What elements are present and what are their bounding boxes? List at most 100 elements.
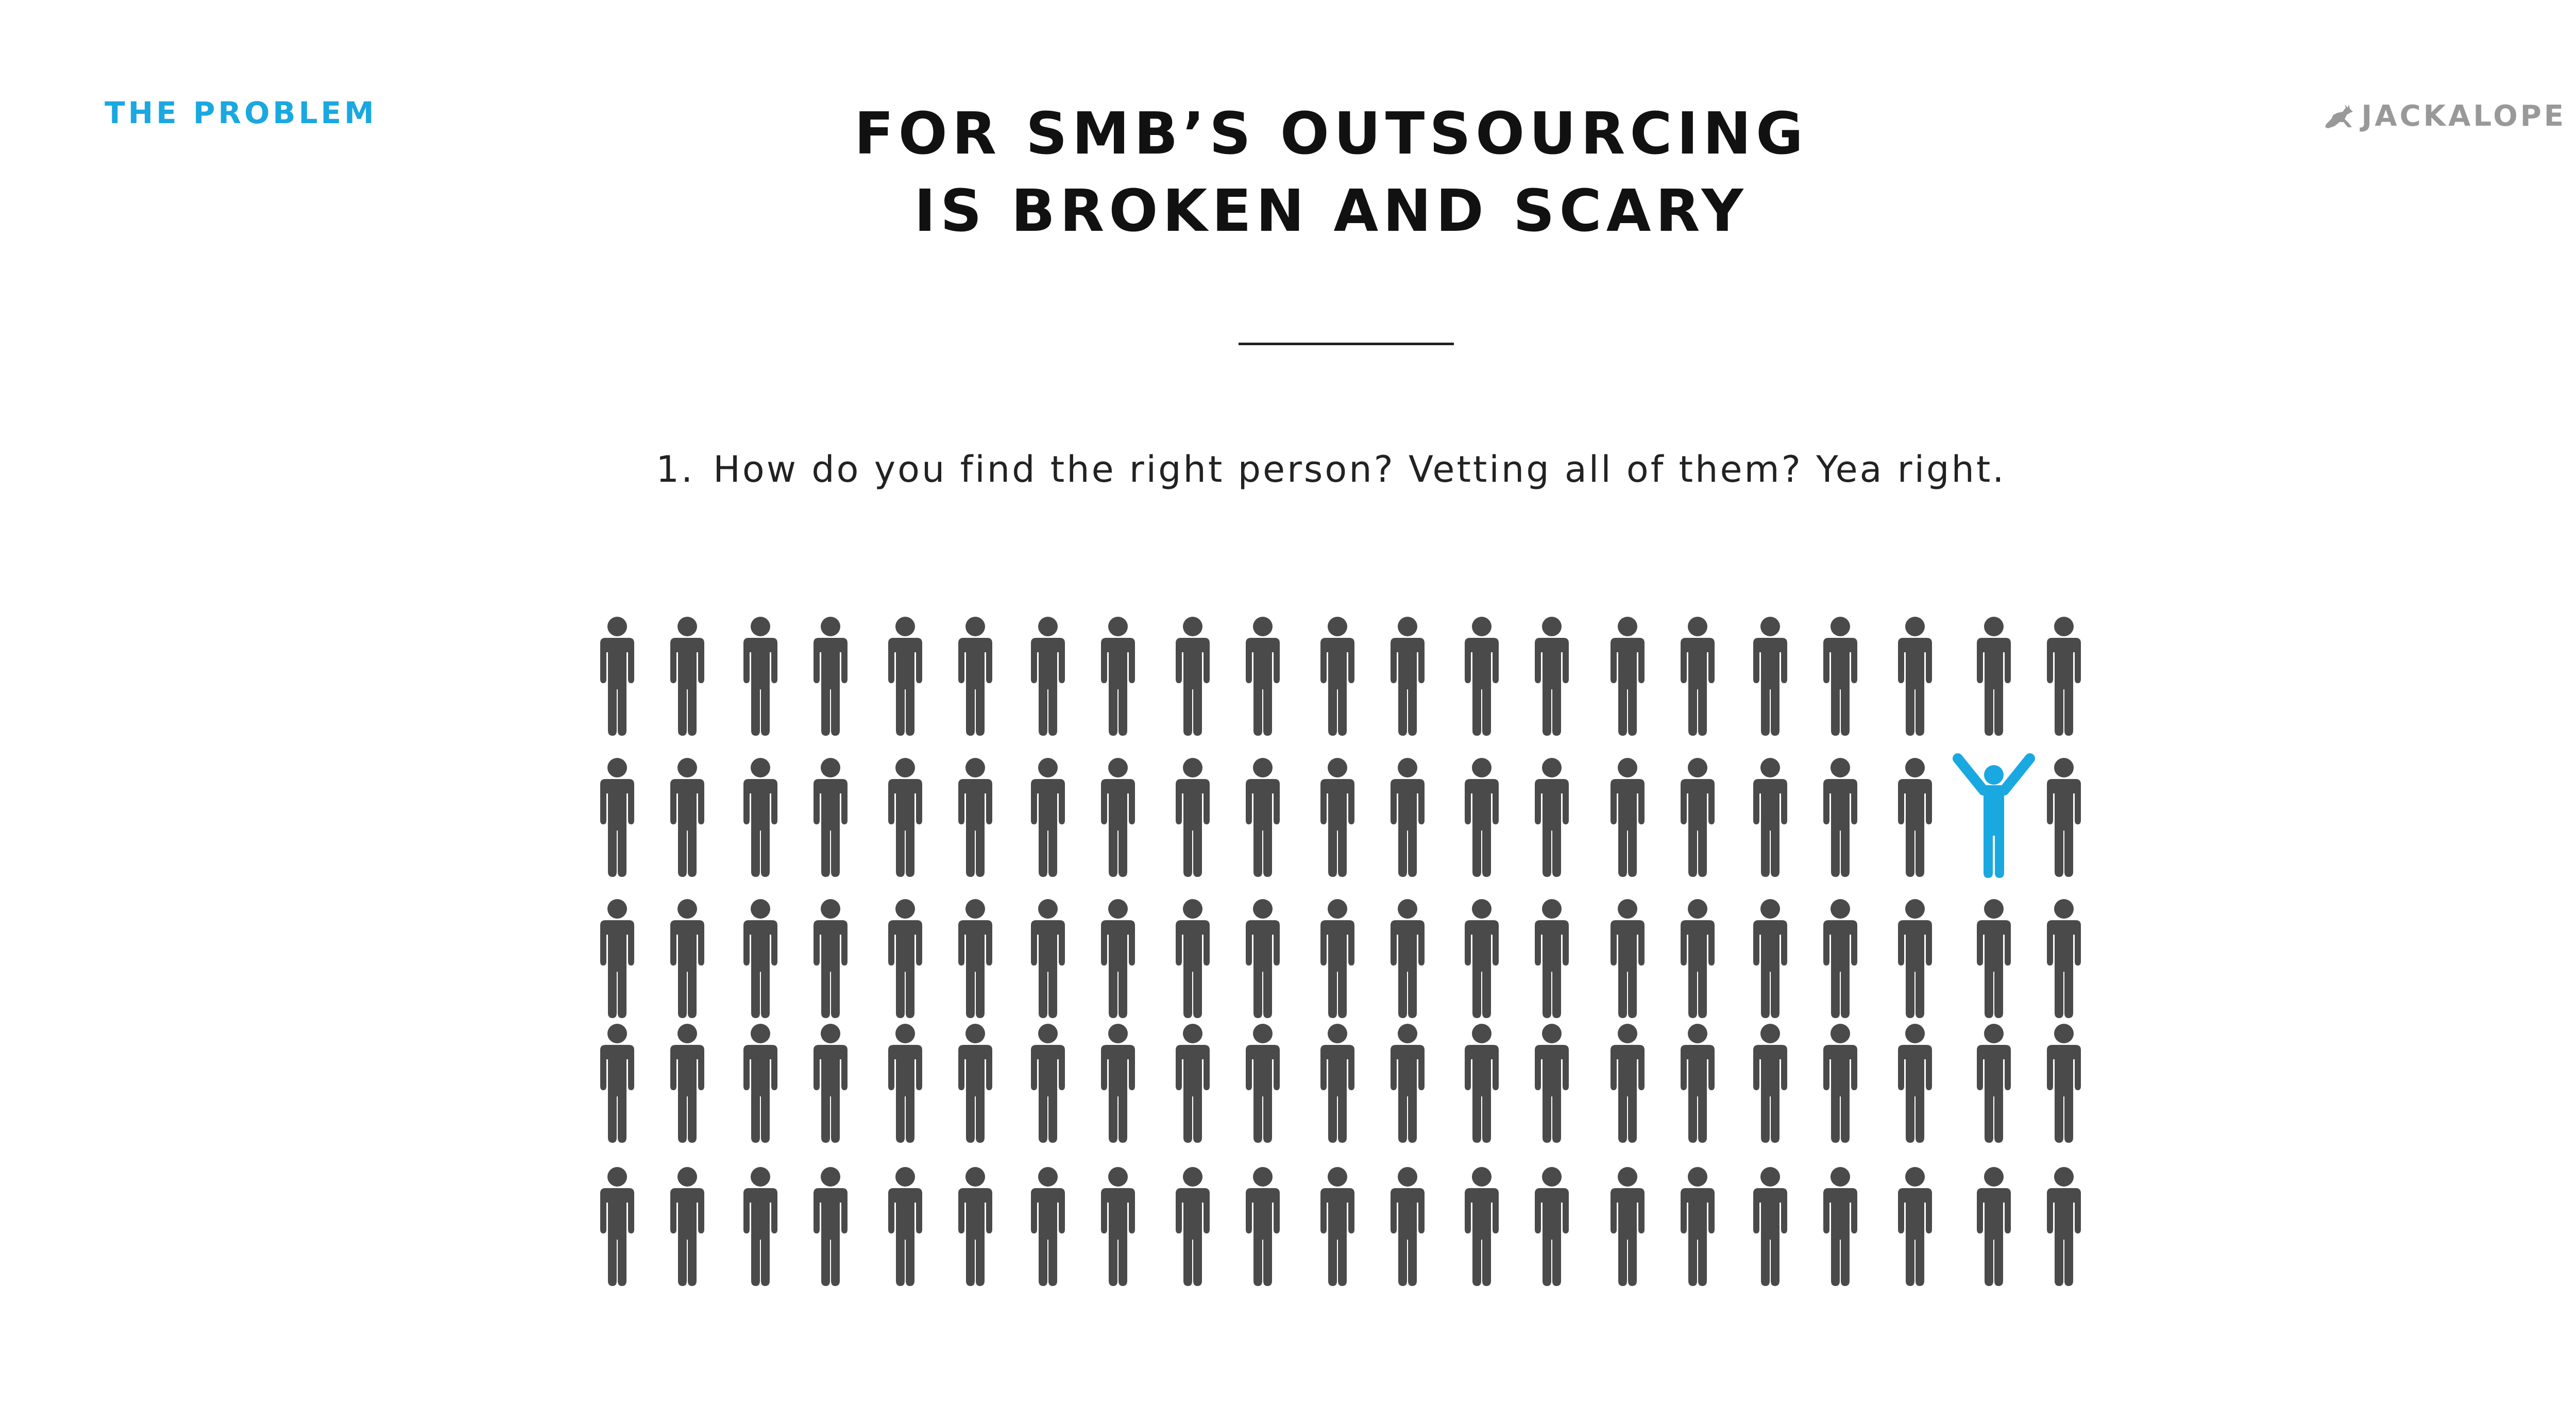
slide-title-line-1: FOR SMB’S OUTSOURCING: [854, 100, 1808, 167]
person-icon: [1823, 1024, 1857, 1143]
person-icon: [600, 1024, 634, 1143]
person-icon: [1753, 1167, 1787, 1286]
person-icon: [1465, 617, 1499, 736]
title-divider: [1239, 343, 1454, 345]
person-icon: [1681, 899, 1715, 1018]
person-icon: [1823, 758, 1857, 877]
person-icon: [2047, 899, 2081, 1018]
person-icon: [1898, 758, 1932, 877]
person-icon: [2047, 1167, 2081, 1286]
person-icon: [1391, 617, 1425, 736]
person-icon: [743, 899, 777, 1018]
person-icon: [1977, 1024, 2011, 1143]
person-icon: [1320, 617, 1354, 736]
person-icon: [1320, 1024, 1354, 1143]
person-icon: [1465, 758, 1499, 877]
brand-name: JACKALOPE: [2361, 99, 2566, 133]
person-icon: [670, 758, 704, 877]
person-icon: [1977, 617, 2011, 736]
person-icon: [670, 1024, 704, 1143]
person-icon: [1391, 899, 1425, 1018]
person-icon: [1898, 899, 1932, 1018]
person-icon: [1101, 758, 1135, 877]
person-icon: [1977, 1167, 2011, 1286]
jackalope-logo-icon: [2325, 105, 2353, 128]
person-icon: [888, 758, 922, 877]
person-icon: [1898, 617, 1932, 736]
person-icon: [1823, 1167, 1857, 1286]
person-icon: [958, 899, 992, 1018]
person-icon: [670, 617, 704, 736]
person-icon: [1246, 1024, 1280, 1143]
person-icon: [743, 617, 777, 736]
person-icon: [1611, 617, 1645, 736]
person-icon: [1101, 617, 1135, 736]
section-label: THE PROBLEM: [105, 95, 377, 130]
person-icon: [2047, 617, 2081, 736]
person-icon: [1176, 758, 1210, 877]
person-icon: [814, 1167, 848, 1286]
person-icon: [1535, 1024, 1569, 1143]
point-text: How do you find the right person? Vettin…: [713, 448, 2006, 490]
person-icon: [1681, 617, 1715, 736]
person-icon: [1176, 899, 1210, 1018]
slide-title-line-2: IS BROKEN AND SCARY: [914, 178, 1748, 245]
person-icon: [1031, 899, 1065, 1018]
person-icon: [1535, 758, 1569, 877]
person-icon: [600, 758, 634, 877]
person-icon: [1465, 1167, 1499, 1286]
person-icon: [1611, 1024, 1645, 1143]
person-icon: [1176, 1167, 1210, 1286]
person-icon: [743, 758, 777, 877]
person-icon: [1101, 1167, 1135, 1286]
person-icon: [1246, 758, 1280, 877]
person-icon: [1753, 617, 1787, 736]
person-icon: [1681, 758, 1715, 877]
brand-logo: JACKALOPE: [2322, 102, 2566, 131]
person-icon: [958, 1167, 992, 1286]
person-icon: [1823, 899, 1857, 1018]
person-icon: [600, 899, 634, 1018]
person-icon: [1611, 758, 1645, 877]
person-icon: [1320, 1167, 1354, 1286]
person-icon: [1101, 1024, 1135, 1143]
person-icon: [2047, 758, 2081, 877]
person-icon: [670, 899, 704, 1018]
person-icon: [814, 617, 848, 736]
person-icon: [888, 1167, 922, 1286]
person-icon: [1031, 617, 1065, 736]
person-icon: [1391, 1024, 1425, 1143]
person-icon: [1246, 899, 1280, 1018]
person-icon: [888, 617, 922, 736]
person-icon: [1535, 617, 1569, 736]
person-icon: [670, 1167, 704, 1286]
point-number: 1.: [656, 448, 695, 490]
person-icon: [1823, 617, 1857, 736]
person-icon: [743, 1167, 777, 1286]
person-icon: [958, 617, 992, 736]
person-icon: [1753, 758, 1787, 877]
person-icon: [1176, 617, 1210, 736]
person-icon: [1977, 899, 2011, 1018]
person-icon: [958, 1024, 992, 1143]
person-icon: [1246, 617, 1280, 736]
person-icon: [1753, 1024, 1787, 1143]
person-icon: [1465, 1024, 1499, 1143]
person-icon: [1031, 758, 1065, 877]
person-icon: [1391, 758, 1425, 877]
person-icon: [1176, 1024, 1210, 1143]
person-icon: [1535, 899, 1569, 1018]
person-icon: [1391, 1167, 1425, 1286]
person-icon: [600, 1167, 634, 1286]
person-icon: [1681, 1024, 1715, 1143]
person-arms-raised-icon: [1953, 753, 2035, 878]
person-icon: [2047, 1024, 2081, 1143]
person-icon: [814, 758, 848, 877]
person-icon: [1320, 899, 1354, 1018]
person-icon: [1031, 1024, 1065, 1143]
person-icon: [1031, 1167, 1065, 1286]
person-icon: [1898, 1167, 1932, 1286]
person-icon: [1101, 899, 1135, 1018]
person-icon: [814, 1024, 848, 1143]
